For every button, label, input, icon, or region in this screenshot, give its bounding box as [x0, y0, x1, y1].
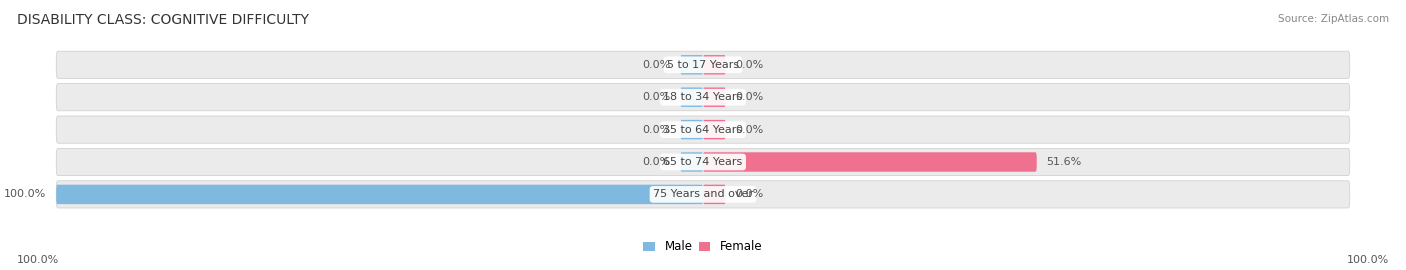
- Legend: Male, Female: Male, Female: [644, 240, 762, 253]
- FancyBboxPatch shape: [56, 51, 1350, 78]
- FancyBboxPatch shape: [56, 84, 1350, 111]
- FancyBboxPatch shape: [681, 55, 703, 75]
- FancyBboxPatch shape: [703, 185, 725, 204]
- Text: 0.0%: 0.0%: [643, 157, 671, 167]
- Text: 100.0%: 100.0%: [17, 255, 59, 265]
- Text: 65 to 74 Years: 65 to 74 Years: [664, 157, 742, 167]
- Text: 0.0%: 0.0%: [643, 60, 671, 70]
- Text: 100.0%: 100.0%: [4, 189, 46, 200]
- Text: DISABILITY CLASS: COGNITIVE DIFFICULTY: DISABILITY CLASS: COGNITIVE DIFFICULTY: [17, 14, 309, 28]
- Text: 0.0%: 0.0%: [735, 92, 763, 102]
- Text: Source: ZipAtlas.com: Source: ZipAtlas.com: [1278, 14, 1389, 23]
- FancyBboxPatch shape: [681, 87, 703, 107]
- FancyBboxPatch shape: [703, 55, 725, 75]
- Text: 100.0%: 100.0%: [1347, 255, 1389, 265]
- FancyBboxPatch shape: [703, 120, 725, 139]
- Text: 51.6%: 51.6%: [1046, 157, 1081, 167]
- Text: 0.0%: 0.0%: [735, 189, 763, 200]
- FancyBboxPatch shape: [681, 120, 703, 139]
- FancyBboxPatch shape: [703, 87, 725, 107]
- Text: 35 to 64 Years: 35 to 64 Years: [664, 124, 742, 135]
- FancyBboxPatch shape: [56, 148, 1350, 176]
- FancyBboxPatch shape: [681, 152, 703, 172]
- Text: 0.0%: 0.0%: [643, 124, 671, 135]
- FancyBboxPatch shape: [56, 181, 1350, 208]
- FancyBboxPatch shape: [56, 116, 1350, 143]
- Text: 5 to 17 Years: 5 to 17 Years: [666, 60, 740, 70]
- FancyBboxPatch shape: [703, 152, 1036, 172]
- Text: 75 Years and over: 75 Years and over: [652, 189, 754, 200]
- Text: 0.0%: 0.0%: [735, 124, 763, 135]
- Text: 0.0%: 0.0%: [735, 60, 763, 70]
- Text: 18 to 34 Years: 18 to 34 Years: [664, 92, 742, 102]
- Text: 0.0%: 0.0%: [643, 92, 671, 102]
- FancyBboxPatch shape: [56, 185, 703, 204]
